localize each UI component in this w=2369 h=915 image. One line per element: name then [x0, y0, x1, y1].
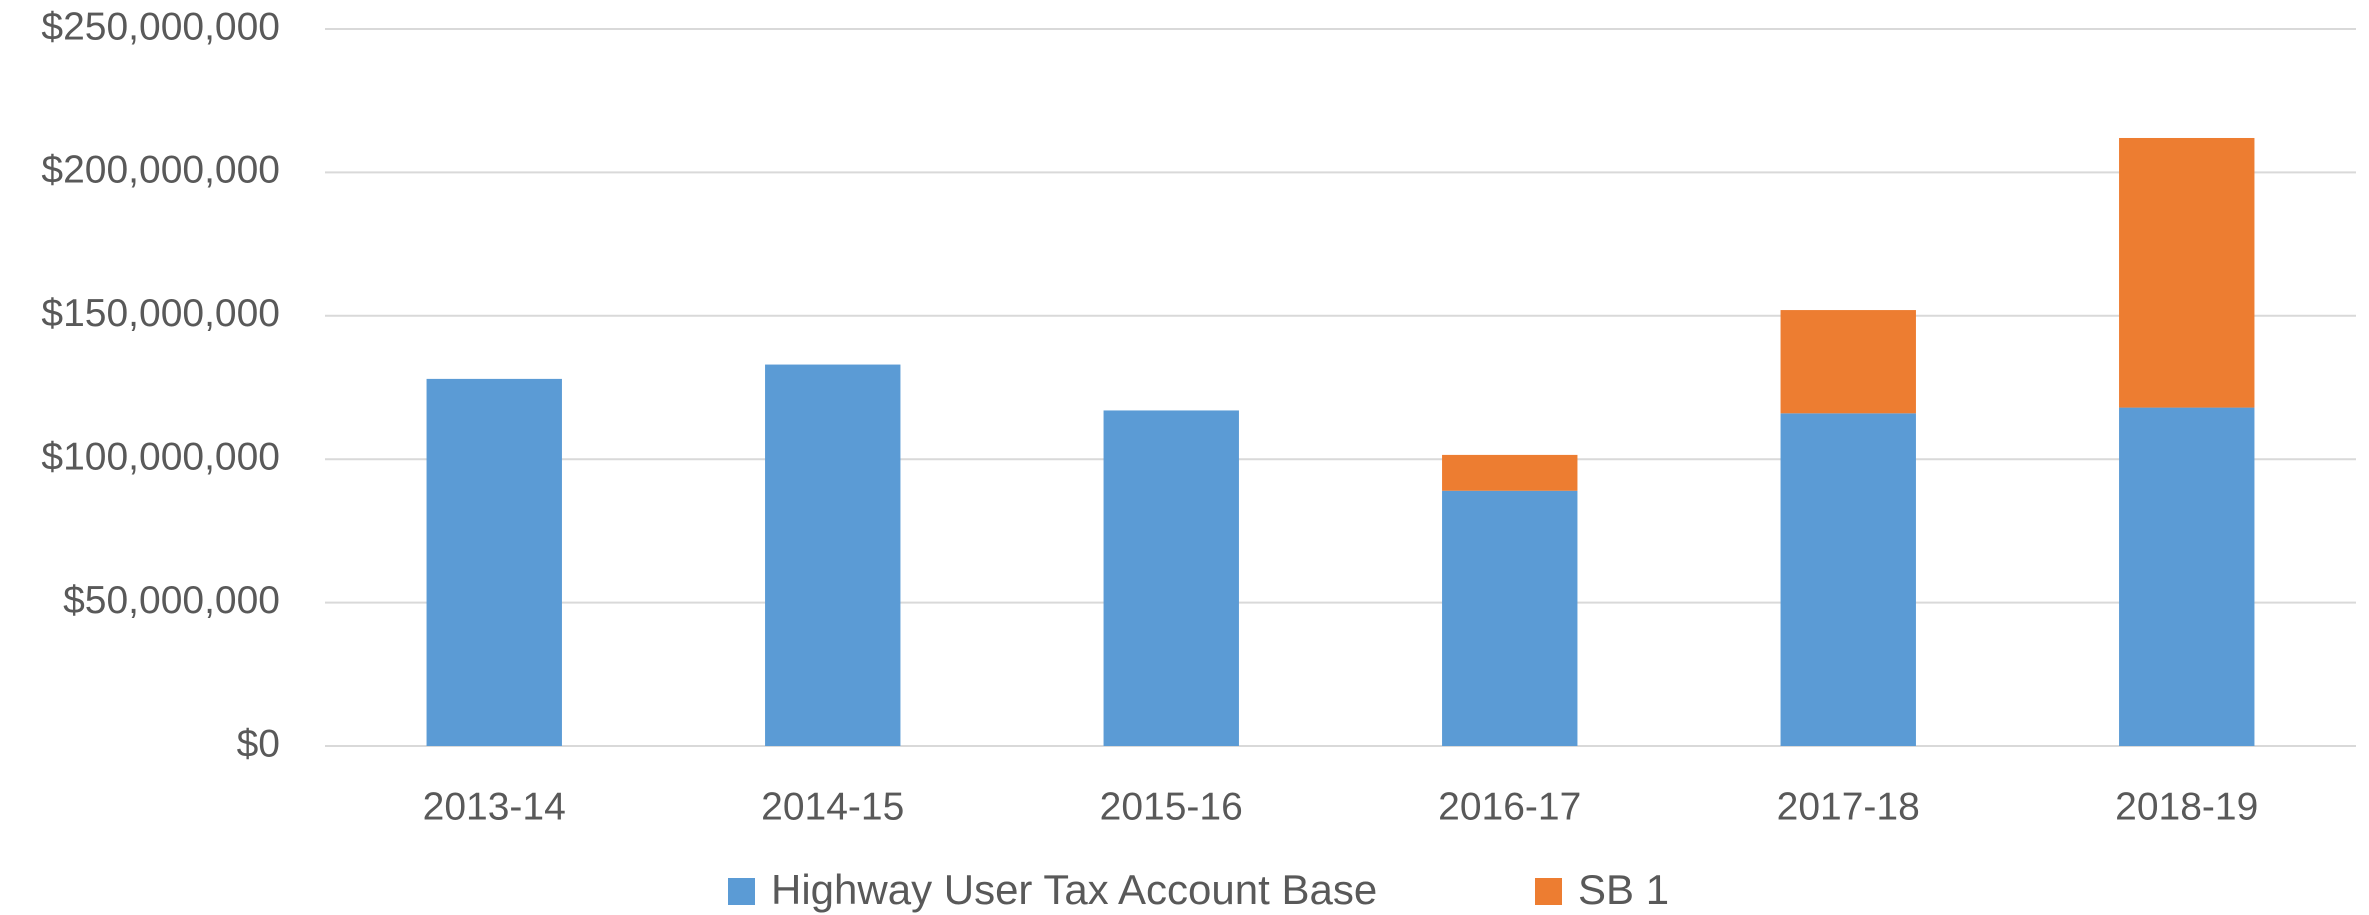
- bar-segment: [1780, 413, 1916, 746]
- bar-segment: [1442, 490, 1578, 746]
- x-tick-label: 2013-14: [423, 785, 566, 828]
- y-tick-label: $50,000,000: [63, 579, 280, 622]
- bar-segment: [1780, 310, 1916, 414]
- bar-segment: [2119, 407, 2255, 746]
- y-tick-label: $200,000,000: [41, 149, 280, 192]
- bar-segment: [1103, 410, 1239, 746]
- x-tick-label: 2016-17: [1438, 785, 1581, 828]
- x-tick-label: 2014-15: [761, 785, 904, 828]
- legend-swatch: [728, 878, 755, 905]
- y-tick-label: $100,000,000: [41, 435, 280, 478]
- y-tick-label: $250,000,000: [41, 5, 280, 48]
- legend-text: Highway User Tax Account Base: [771, 866, 1377, 913]
- x-tick-label: 2015-16: [1100, 785, 1243, 828]
- bar-segment: [2119, 137, 2255, 408]
- y-tick-label: $150,000,000: [41, 292, 280, 335]
- legend-swatch: [1535, 878, 1562, 905]
- x-tick-label: 2018-19: [2115, 785, 2258, 828]
- y-tick-label: $0: [237, 722, 280, 765]
- bar-segment: [1442, 454, 1578, 491]
- legend-text: SB 1: [1578, 866, 1669, 913]
- bar-segment: [426, 378, 562, 746]
- x-tick-label: 2017-18: [1777, 785, 1920, 828]
- bar-segment: [765, 364, 901, 746]
